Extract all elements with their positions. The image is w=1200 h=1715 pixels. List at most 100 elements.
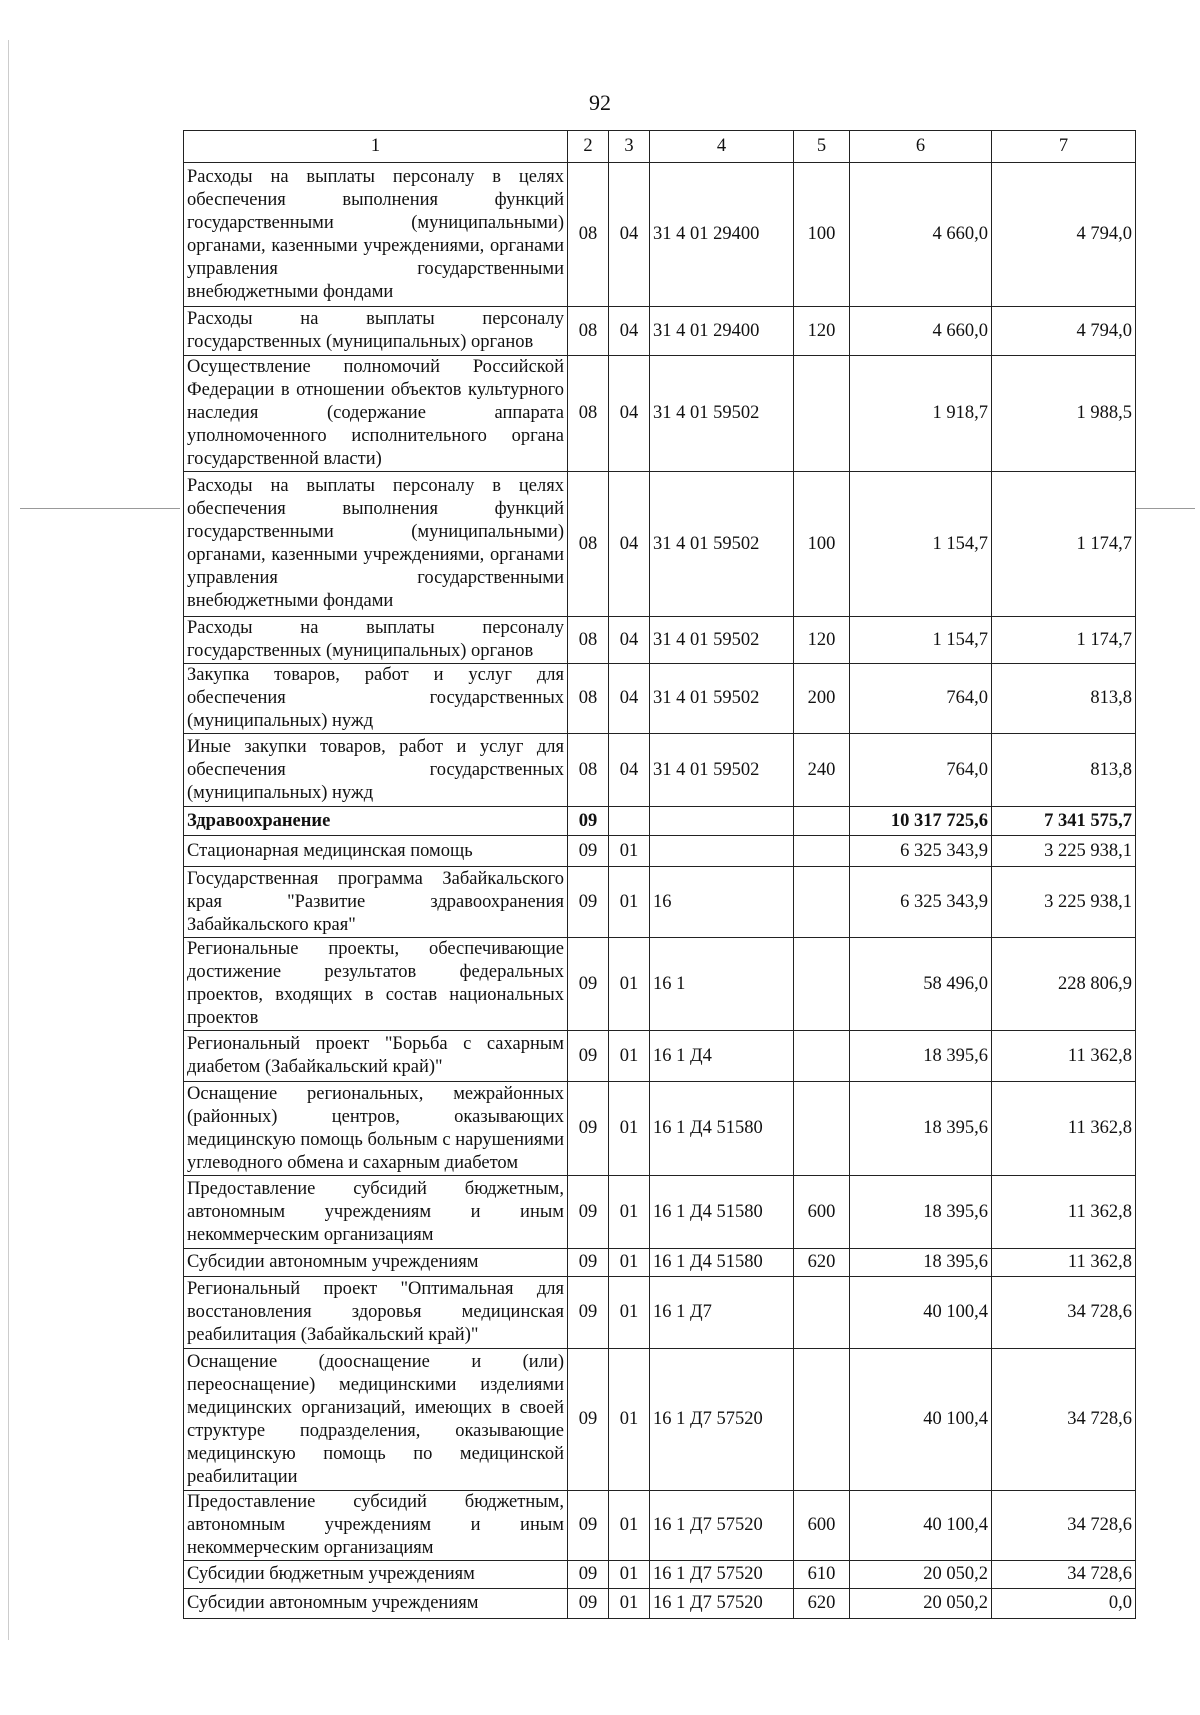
section-code: 09 <box>567 1175 609 1249</box>
header-cell: 2 <box>567 130 609 163</box>
amount-column-6: 40 100,4 <box>849 1348 992 1491</box>
expense-type-code: 120 <box>793 306 850 356</box>
table-row: Расходы на выплаты персоналу государстве… <box>183 616 1136 664</box>
amount-column-6: 18 395,6 <box>849 1081 992 1176</box>
subsection-code: 04 <box>608 663 650 734</box>
target-article-code: 16 1 Д7 57520 <box>649 1348 794 1491</box>
expense-type-code: 240 <box>793 733 850 807</box>
subsection-code: 01 <box>608 1490 650 1561</box>
expense-type-code: 100 <box>793 471 850 617</box>
budget-table: 1 2 3 4 5 6 7 Расходы на выплаты персона… <box>183 130 1136 1619</box>
header-cell: 5 <box>793 130 850 163</box>
target-article-code: 16 <box>649 866 794 938</box>
subsection-code: 01 <box>608 1560 650 1589</box>
row-description: Расходы на выплаты персоналу государстве… <box>183 306 568 356</box>
table-row: Региональный проект "Борьба с сахарным д… <box>183 1030 1136 1082</box>
subsection-code: 01 <box>608 1030 650 1082</box>
expense-type-code <box>793 835 850 867</box>
section-code: 09 <box>567 835 609 867</box>
section-code: 08 <box>567 616 609 664</box>
table-row: Субсидии автономным учреждениям 09 01 16 1 … <box>183 1588 1136 1619</box>
table-row: Расходы на выплаты персоналу в целях обе… <box>183 162 1136 307</box>
subsection-code: 01 <box>608 1081 650 1176</box>
expense-type-code: 120 <box>793 616 850 664</box>
amount-column-6: 1 154,7 <box>849 471 992 617</box>
table-row: Региональный проект "Оптимальная для вос… <box>183 1276 1136 1349</box>
row-description: Стационарная медицинская помощь <box>183 835 568 867</box>
expense-type-code <box>793 355 850 472</box>
subsection-code: 01 <box>608 1276 650 1349</box>
section-code: 09 <box>567 1490 609 1561</box>
amount-column-6: 58 496,0 <box>849 937 992 1031</box>
subsection-code: 04 <box>608 616 650 664</box>
amount-column-6: 10 317 725,6 <box>849 806 992 836</box>
row-description: Здравоохранение <box>183 806 568 836</box>
expense-type-code: 600 <box>793 1490 850 1561</box>
row-description: Расходы на выплаты персоналу в целях обе… <box>183 471 568 617</box>
expense-type-code <box>793 1081 850 1176</box>
section-code: 09 <box>567 1276 609 1349</box>
table-row: Субсидии автономным учреждениям 09 01 16 1 … <box>183 1248 1136 1277</box>
section-code: 09 <box>567 1560 609 1589</box>
header-cell: 4 <box>649 130 794 163</box>
expense-type-code: 620 <box>793 1588 850 1619</box>
amount-column-7: 1 988,5 <box>991 355 1136 472</box>
amount-column-7: 11 362,8 <box>991 1175 1136 1249</box>
row-description: Оснащение региональных, межрайонных (рай… <box>183 1081 568 1176</box>
expense-type-code: 620 <box>793 1248 850 1277</box>
table-row: Региональные проекты, обеспечивающие дос… <box>183 937 1136 1031</box>
target-article-code: 16 1 Д4 51580 <box>649 1081 794 1176</box>
amount-column-7: 1 174,7 <box>991 616 1136 664</box>
amount-column-7: 34 728,6 <box>991 1560 1136 1589</box>
table-row: Осуществление полномочий Российской Феде… <box>183 355 1136 472</box>
row-description: Расходы на выплаты персоналу государстве… <box>183 616 568 664</box>
subsection-code: 01 <box>608 1175 650 1249</box>
target-article-code: 16 1 Д7 57520 <box>649 1560 794 1589</box>
row-description: Предоставление субсидий бюджетным, автон… <box>183 1175 568 1249</box>
amount-column-6: 764,0 <box>849 663 992 734</box>
table-row: Расходы на выплаты персоналу государстве… <box>183 306 1136 356</box>
amount-column-7: 228 806,9 <box>991 937 1136 1031</box>
section-code: 09 <box>567 1081 609 1176</box>
target-article-code: 31 4 01 29400 <box>649 162 794 307</box>
section-code: 08 <box>567 663 609 734</box>
target-article-code: 16 1 Д7 57520 <box>649 1490 794 1561</box>
subsection-code: 04 <box>608 733 650 807</box>
amount-column-6: 6 325 343,9 <box>849 866 992 938</box>
subsection-code: 01 <box>608 866 650 938</box>
target-article-code: 16 1 Д4 <box>649 1030 794 1082</box>
section-code: 08 <box>567 162 609 307</box>
amount-column-7: 34 728,6 <box>991 1276 1136 1349</box>
row-description: Региональные проекты, обеспечивающие дос… <box>183 937 568 1031</box>
amount-column-6: 40 100,4 <box>849 1490 992 1561</box>
target-article-code: 31 4 01 59502 <box>649 471 794 617</box>
amount-column-6: 18 395,6 <box>849 1175 992 1249</box>
expense-type-code <box>793 806 850 836</box>
amount-column-6: 1 154,7 <box>849 616 992 664</box>
target-article-code: 16 1 Д7 <box>649 1276 794 1349</box>
amount-column-7: 11 362,8 <box>991 1030 1136 1082</box>
table-row: Расходы на выплаты персоналу в целях обе… <box>183 471 1136 617</box>
section-code: 09 <box>567 937 609 1031</box>
target-article-code: 31 4 01 29400 <box>649 306 794 356</box>
amount-column-6: 18 395,6 <box>849 1030 992 1082</box>
subsection-code: 01 <box>608 1588 650 1619</box>
row-description: Предоставление субсидий бюджетным, автон… <box>183 1490 568 1561</box>
row-description: Оснащение (дооснащение и (или) переоснащ… <box>183 1348 568 1491</box>
amount-column-7: 3 225 938,1 <box>991 835 1136 867</box>
amount-column-7: 11 362,8 <box>991 1248 1136 1277</box>
subsection-code: 01 <box>608 1348 650 1491</box>
expense-type-code: 200 <box>793 663 850 734</box>
table-row: Стационарная медицинская помощь 09 01 6 325… <box>183 835 1136 867</box>
row-description: Государственная программа Забайкальского… <box>183 866 568 938</box>
table-row: Предоставление субсидий бюджетным, автон… <box>183 1175 1136 1249</box>
subsection-code: 01 <box>608 835 650 867</box>
row-description: Региональный проект "Борьба с сахарным д… <box>183 1030 568 1082</box>
subsection-code: 04 <box>608 306 650 356</box>
section-code: 08 <box>567 306 609 356</box>
amount-column-6: 20 050,2 <box>849 1588 992 1619</box>
amount-column-7: 34 728,6 <box>991 1490 1136 1561</box>
expense-type-code <box>793 866 850 938</box>
amount-column-7: 7 341 575,7 <box>991 806 1136 836</box>
subsection-code: 04 <box>608 162 650 307</box>
